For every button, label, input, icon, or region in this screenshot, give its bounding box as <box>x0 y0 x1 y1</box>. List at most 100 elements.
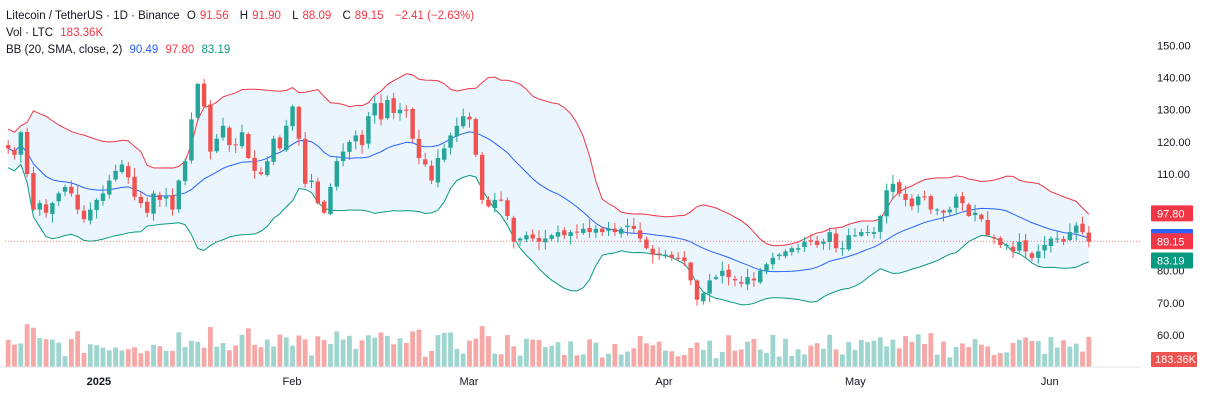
volume-bar <box>378 332 384 367</box>
volume-bar <box>688 347 694 367</box>
volume-legend: Vol · LTC 183.36K <box>6 27 107 39</box>
ohlc-high: H 91.90 <box>239 10 281 22</box>
candle-body <box>1067 232 1073 241</box>
candle-body <box>429 165 434 181</box>
candle-body <box>720 270 725 276</box>
ohlc-close: C 89.15 <box>342 10 384 22</box>
candle-body <box>195 83 200 118</box>
y-tick-label: 130.00 <box>1157 105 1191 117</box>
candle-body <box>878 215 883 232</box>
volume-bar <box>979 344 984 367</box>
symbol-title: Litecoin / TetherUS · 1D · Binance <box>6 10 180 22</box>
volume-bar <box>928 333 934 367</box>
candle-body <box>656 253 662 255</box>
candle-body <box>75 194 80 210</box>
volume-badge <box>1151 352 1197 367</box>
price-legend: Litecoin / TetherUS · 1D · Binance O 91.5… <box>6 10 478 22</box>
volume-bar <box>915 334 921 367</box>
candle-body <box>745 277 750 285</box>
candle-body <box>606 228 611 231</box>
candle-body <box>119 164 125 172</box>
candle-body <box>536 238 542 242</box>
candle-body <box>31 173 36 210</box>
volume-bar <box>808 345 814 367</box>
volume-bar <box>429 350 434 367</box>
candle-body <box>991 237 997 239</box>
volume-bar <box>631 348 637 367</box>
candle-body <box>1036 251 1041 258</box>
volume-bar <box>138 353 144 367</box>
volume-bar <box>972 339 978 367</box>
candle-body <box>138 196 144 204</box>
candle-body <box>182 161 188 182</box>
candle-body <box>846 235 851 250</box>
candle-body <box>252 157 257 171</box>
candle-body <box>897 182 902 194</box>
candle-body <box>372 103 377 116</box>
candle-body <box>739 282 744 284</box>
price-badge <box>1151 252 1193 269</box>
volume-bar <box>941 341 946 367</box>
candle-body <box>669 254 674 258</box>
candle-body <box>460 116 466 127</box>
volume-bar <box>681 354 687 367</box>
y-tick-label: 120.00 <box>1157 137 1191 149</box>
bb-upper-value: 97.80 <box>165 44 195 56</box>
price-badge <box>1151 205 1193 222</box>
candle-body <box>574 231 580 233</box>
candle-body <box>18 132 24 155</box>
volume-bar <box>884 346 890 367</box>
candle-body <box>1080 223 1085 233</box>
candle-body <box>966 204 971 216</box>
candle-body <box>985 219 990 236</box>
candle-body <box>688 262 693 281</box>
candle-body <box>233 144 238 146</box>
candle-body <box>290 106 295 127</box>
volume-bar <box>498 354 504 367</box>
volume-bar <box>467 340 472 367</box>
volume-bar <box>1035 341 1041 367</box>
candle-body <box>391 98 396 113</box>
bb-mid-value: 90.49 <box>129 44 159 56</box>
volume-bar <box>125 349 131 367</box>
volume-bar <box>296 335 302 367</box>
volume-bar <box>821 348 826 367</box>
y-tick-label: 70.00 <box>1157 298 1185 310</box>
candle-body <box>707 280 712 294</box>
volume-bar <box>365 335 371 367</box>
candle-body <box>1073 225 1079 233</box>
volume-bar <box>132 347 137 367</box>
volume-bar <box>839 354 845 367</box>
price-badge-label: 83.19 <box>1157 255 1185 267</box>
candle-body <box>397 109 403 114</box>
volume-bar <box>460 353 466 367</box>
candle-body <box>530 234 535 239</box>
candle-body <box>113 170 118 180</box>
volume-bar <box>302 339 308 367</box>
volume-bar <box>347 335 352 367</box>
volume-bar <box>1086 336 1092 367</box>
candle-body <box>884 190 889 217</box>
candle-body <box>713 277 719 279</box>
candle-body <box>568 232 573 236</box>
volume-bar <box>403 343 409 367</box>
volume-bar <box>315 336 321 367</box>
volume-bar <box>384 335 390 367</box>
candle-body <box>435 158 441 183</box>
bb-legend: BB (20, SMA, close, 2) 90.49 97.80 83.19 <box>6 44 234 56</box>
candle-body <box>859 232 864 236</box>
candle-body <box>915 196 921 206</box>
volume-bar <box>1042 353 1048 367</box>
volume-bar <box>764 352 769 367</box>
volume-bar <box>663 350 668 367</box>
volume-bar <box>802 354 807 367</box>
volume-bar <box>372 337 378 367</box>
volume-bar <box>713 358 719 367</box>
volume-bar <box>479 326 485 367</box>
volume-bar <box>568 341 574 367</box>
volume-bar <box>625 351 630 367</box>
volume-bar <box>283 337 289 367</box>
volume-bar <box>606 353 611 367</box>
volume-bar <box>113 347 118 367</box>
